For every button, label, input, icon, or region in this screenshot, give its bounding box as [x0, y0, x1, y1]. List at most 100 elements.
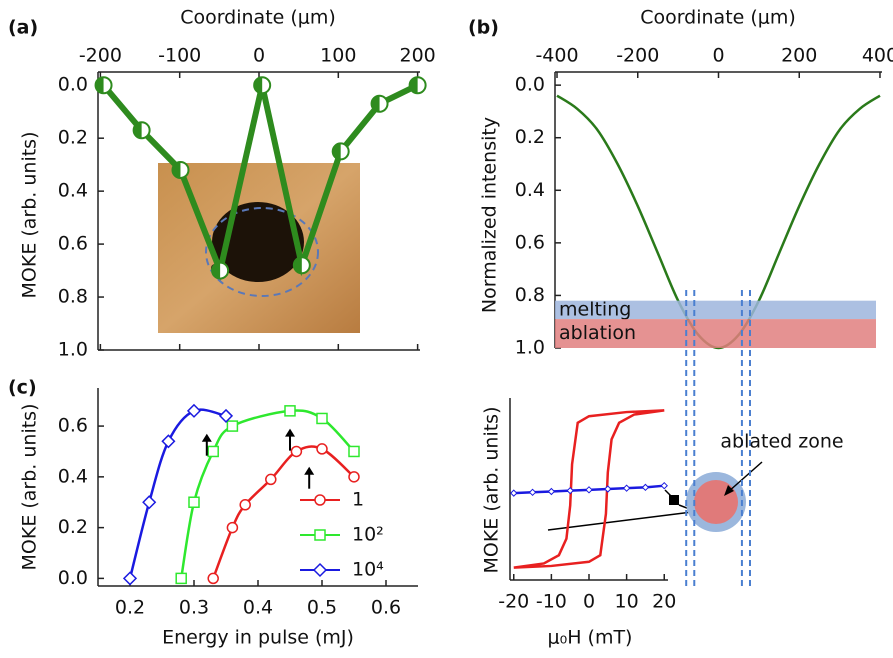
data-point [348, 471, 360, 483]
arrow [304, 466, 315, 489]
data-point [316, 412, 328, 425]
data-point [218, 408, 234, 423]
data-point [312, 562, 328, 578]
marker-half [409, 77, 418, 94]
y-tick-label: 0.8 [515, 284, 545, 306]
marker-half [172, 161, 181, 178]
x-tick-label: 100 [320, 45, 356, 67]
panel-label: (c) [8, 377, 37, 399]
marker-face [314, 494, 326, 506]
legend-label: 10² [352, 524, 384, 546]
marker-half [133, 122, 142, 139]
data-point [510, 489, 518, 497]
marker-half [293, 257, 302, 274]
data-point [122, 571, 138, 586]
marker-face [316, 412, 328, 425]
ablation-crater [212, 202, 304, 282]
arrow [201, 433, 212, 456]
marker-face [348, 445, 360, 458]
arrow-head [304, 466, 315, 475]
data-point [253, 76, 272, 95]
marker-face [348, 471, 360, 483]
marker-face [218, 408, 234, 423]
data-point [547, 487, 556, 496]
x-tick-label: 0.6 [371, 597, 401, 619]
x-tick-label: 400 [862, 45, 893, 67]
x-tick-label: 0.3 [179, 597, 209, 619]
data-point [604, 485, 612, 493]
y-tick-label: 0.4 [58, 465, 88, 487]
data-point [284, 405, 296, 417]
marker-face [312, 562, 328, 578]
x-tick-label: -10 [536, 591, 567, 613]
ablated-zone [694, 480, 738, 524]
x-tick-label: 10 [615, 591, 639, 613]
panel-label: (a) [8, 17, 38, 39]
data-point [161, 434, 176, 449]
panel-label: (b) [468, 17, 499, 39]
marker-face [226, 521, 239, 534]
x-tick-label: -100 [158, 45, 201, 67]
y-tick-label: 0.2 [58, 127, 88, 149]
marker-face [142, 495, 157, 510]
y-tick-label: 0.6 [58, 233, 88, 255]
series-line [128, 408, 227, 579]
marker-face [188, 496, 200, 508]
band [555, 300, 876, 320]
x-tick-label: 0 [712, 45, 724, 67]
connector-square [669, 495, 679, 505]
data-point [265, 473, 277, 486]
y-tick-label: 0.2 [515, 126, 545, 148]
marker-face [660, 481, 668, 490]
x-tick-label: -200 [79, 45, 122, 67]
x-tick-label: 200 [781, 45, 817, 67]
marker-half [254, 77, 263, 94]
data-point [186, 403, 202, 418]
x-tick-label: 200 [399, 45, 435, 67]
x-tick-label: -20 [498, 591, 529, 613]
marker-face [186, 403, 202, 418]
arrow-head [201, 433, 212, 442]
x-tick-label: 0 [253, 45, 265, 67]
x-tick-label: -200 [616, 45, 659, 67]
data-point [211, 261, 230, 280]
marker-face [239, 499, 251, 511]
marker-face [566, 486, 574, 495]
data-point [314, 529, 326, 541]
data-point [171, 160, 190, 179]
data-point [292, 256, 311, 275]
data-point [226, 521, 239, 534]
band-label: ablation [559, 322, 636, 344]
legend-label: 1 [352, 489, 364, 511]
y-tick-label: 0.6 [58, 415, 88, 437]
annotation-arrow [727, 461, 763, 493]
marker-face [641, 483, 650, 492]
y-axis-label: MOKE (arb. units) [481, 407, 503, 574]
x-axis-label: μ₀H (mT) [548, 627, 633, 649]
marker-face [510, 489, 518, 497]
marker-face [226, 420, 239, 432]
y-tick-label: 0.4 [58, 180, 88, 202]
marker-half [371, 95, 380, 112]
y-axis-label: Normalized intensity [479, 117, 501, 313]
ablated-zone-inset [547, 461, 763, 532]
data-point [239, 499, 251, 511]
data-point [566, 486, 574, 495]
data-point [132, 121, 151, 140]
data-point [226, 420, 239, 432]
data-point [316, 443, 328, 455]
marker-face [547, 487, 556, 496]
y-tick-label: 0.8 [58, 286, 88, 308]
arrow-head [285, 428, 295, 437]
band-label: melting [559, 298, 631, 320]
y-tick-label: 0.0 [58, 567, 88, 589]
data-point [290, 445, 303, 458]
band [555, 319, 876, 348]
data-point [641, 483, 650, 492]
annotation-arrowhead [724, 485, 734, 496]
x-tick-label: 0.4 [243, 597, 273, 619]
y-tick-label: 0.0 [58, 74, 88, 96]
y-tick-label: 1.0 [58, 339, 88, 361]
marker-face [622, 484, 631, 492]
